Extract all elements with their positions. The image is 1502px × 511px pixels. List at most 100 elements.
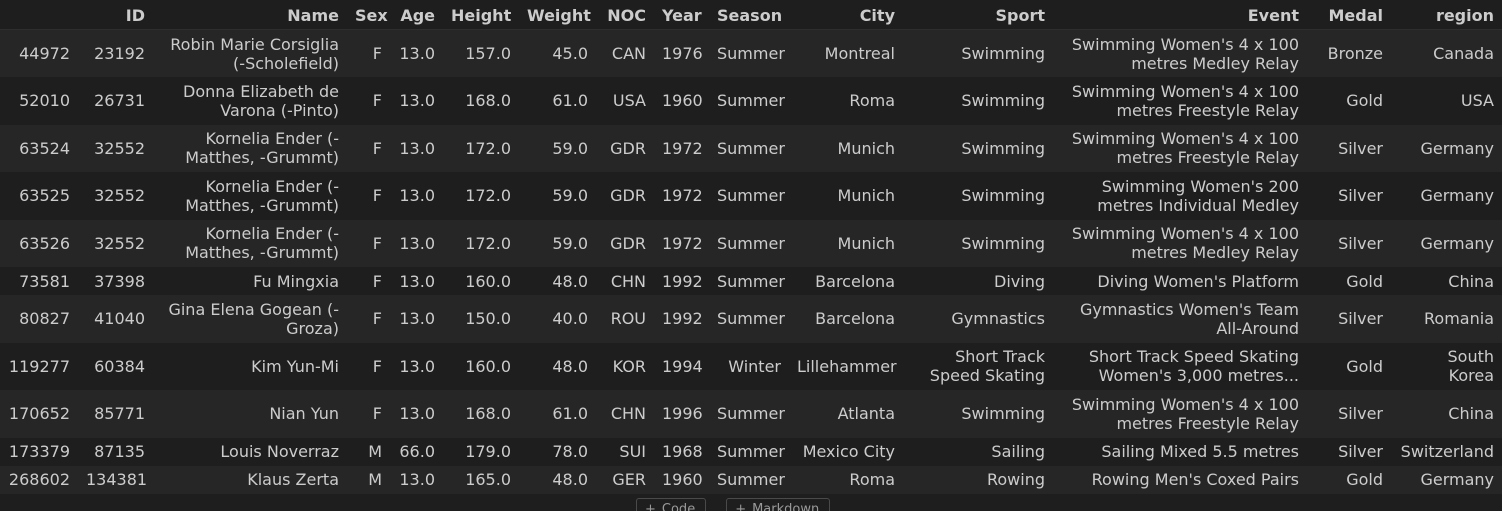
cell-season: Summer (717, 44, 785, 63)
cell-region: China (1448, 271, 1494, 291)
cell-year: 1968 (662, 442, 703, 461)
cell-weight: 59.0 (552, 233, 588, 253)
cell-year: 1994 (662, 356, 703, 376)
cell-age: 13.0 (399, 44, 435, 63)
cell-region: Canada (1433, 44, 1494, 63)
cell-medal: Silver (1338, 442, 1383, 461)
cell-age: 13.0 (399, 91, 435, 111)
cell-name: Kornelia Ender (-Matthes, -Grummt) (185, 129, 339, 168)
cell-name: Kim Yun-Mi (251, 356, 339, 376)
cell-sex: F (372, 356, 382, 376)
cell-sex: F (372, 186, 382, 206)
cell-height: 165.0 (465, 470, 511, 489)
cell-weight: 61.0 (552, 404, 588, 424)
cell-age: 13.0 (399, 186, 435, 206)
cell-season: Summer (717, 470, 785, 489)
cell-city: Roma (849, 91, 895, 111)
cell-height: 160.0 (465, 356, 511, 376)
cell-weight: 48.0 (552, 470, 588, 489)
cell-id: 26731 (94, 91, 145, 111)
column-header-noc: NOC (596, 2, 654, 30)
cell-year: 1972 (662, 233, 703, 253)
column-header-age: Age (390, 2, 443, 30)
cell-medal: Gold (1346, 470, 1383, 489)
add-code-cell-label: Code (661, 502, 696, 511)
cell-city: Barcelona (815, 271, 895, 291)
cell-year: 1992 (662, 309, 703, 329)
cell-city: Mexico City (802, 442, 895, 461)
cell-index: 63524 (19, 138, 70, 158)
cell-age: 66.0 (399, 442, 435, 461)
cell-medal: Bronze (1327, 44, 1383, 63)
column-header-event: Event (1053, 2, 1307, 30)
cell-sex: F (372, 91, 382, 111)
cell-season: Summer (717, 186, 785, 206)
table-row: 63526 32552 Kornelia Ender (-Matthes, -Gru… (0, 219, 1502, 267)
cell-index: 52010 (19, 91, 70, 111)
cell-sport: Sailing (991, 442, 1045, 461)
column-header-sport: Sport (903, 2, 1053, 30)
cell-name: Kornelia Ender (-Matthes, -Grummt) (185, 224, 339, 263)
cell-season: Winter (728, 356, 781, 376)
cell-event: Swimming Women's 4 x 100 metres Freestyl… (1071, 81, 1299, 120)
cell-event: Diving Women's Platform (1097, 271, 1299, 291)
cell-city: Munich (837, 138, 895, 158)
cell-weight: 59.0 (552, 138, 588, 158)
cell-toolbar: + Code + Markdown (636, 498, 831, 511)
cell-age: 13.0 (399, 356, 435, 376)
column-header-region: region (1391, 2, 1502, 30)
cell-region: Romania (1424, 309, 1494, 329)
cell-noc: ROU (610, 309, 646, 329)
cell-noc: GER (612, 470, 646, 489)
cell-noc: GDR (610, 186, 646, 206)
cell-region: China (1448, 404, 1494, 424)
table-body: 44972 23192 Robin Marie Corsiglia (-Schole… (0, 29, 1502, 494)
table-row: 52010 26731 Donna Elizabeth de Varona (-Pi… (0, 77, 1502, 125)
cell-sport: Gymnastics (951, 309, 1045, 329)
cell-city: Lillehammer (797, 356, 897, 376)
add-code-cell-button[interactable]: + Code (636, 498, 707, 511)
cell-noc: USA (612, 91, 646, 111)
cell-season: Summer (717, 404, 785, 424)
cell-index: 268602 (8, 470, 70, 489)
cell-weight: 48.0 (552, 271, 588, 291)
cell-sex: F (372, 138, 382, 158)
cell-height: 160.0 (465, 271, 511, 291)
column-header-year: Year (654, 2, 709, 30)
cell-season: Summer (717, 442, 785, 461)
cell-index: 173379 (8, 442, 70, 461)
cell-year: 1976 (662, 44, 703, 63)
cell-name: Robin Marie Corsiglia (-Scholefield) (170, 34, 339, 73)
cell-index: 119277 (8, 356, 70, 376)
cell-id: 32552 (94, 233, 145, 253)
cell-weight: 78.0 (552, 442, 588, 461)
column-header-index (0, 2, 78, 30)
cell-weight: 48.0 (552, 356, 588, 376)
cell-id: 87135 (94, 442, 145, 461)
cell-id: 41040 (94, 309, 145, 329)
cell-season: Summer (717, 91, 785, 111)
cell-noc: SUI (619, 442, 646, 461)
cell-year: 1996 (662, 404, 703, 424)
cell-height: 150.0 (465, 309, 511, 329)
cell-city: Munich (837, 233, 895, 253)
cell-weight: 59.0 (552, 186, 588, 206)
cell-index: 63526 (19, 233, 70, 253)
cell-sport: Diving (994, 271, 1045, 291)
cell-sport: Short Track Speed Skating (929, 347, 1045, 386)
cell-year: 1960 (662, 470, 703, 489)
cell-noc: CHN (610, 404, 646, 424)
cell-sport: Swimming (961, 44, 1045, 63)
cell-noc: CAN (611, 44, 646, 63)
cell-weight: 45.0 (552, 44, 588, 63)
add-markdown-cell-button[interactable]: + Markdown (726, 498, 831, 511)
cell-event: Swimming Women's 4 x 100 metres Medley R… (1071, 34, 1299, 73)
cell-height: 168.0 (465, 404, 511, 424)
cell-noc: GDR (610, 138, 646, 158)
cell-sex: F (372, 309, 382, 329)
table-row: 73581 37398 Fu Mingxia F 13.0 160.0 48.0 CHN 199… (0, 267, 1502, 295)
cell-city: Munich (837, 186, 895, 206)
cell-id: 60384 (94, 356, 145, 376)
cell-season: Summer (717, 271, 785, 291)
cell-age: 13.0 (399, 233, 435, 253)
